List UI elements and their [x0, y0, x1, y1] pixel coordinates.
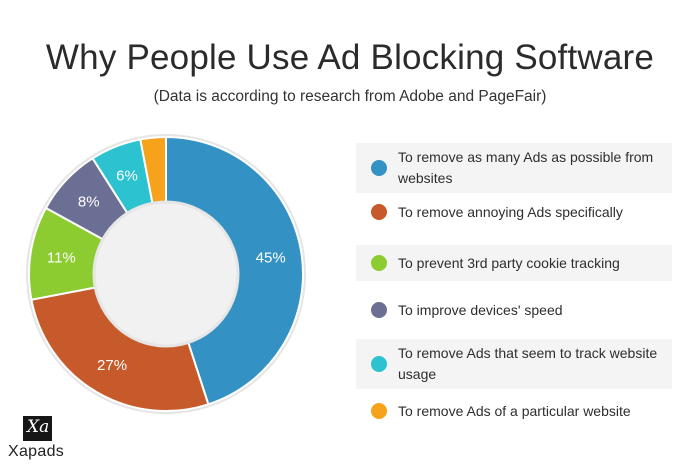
legend-label: To remove as many Ads as possible from w… [398, 149, 654, 186]
legend-item: To remove Ads of a particular website [356, 393, 672, 429]
donut-labels: 45% 27% 11% 8% 6% [47, 167, 286, 374]
legend-swatch [371, 255, 387, 271]
legend-swatch [371, 160, 387, 176]
xapads-logo: Xa Xapads [8, 414, 70, 462]
legend-item: To remove as many Ads as possible from w… [356, 143, 672, 193]
logo-text: Xapads [8, 443, 65, 460]
legend-item: To remove annoying Ads specifically [356, 193, 672, 231]
logo-mark-text: Xa [27, 417, 50, 437]
legend-swatch [371, 204, 387, 220]
slice-value-label: 45% [256, 249, 286, 266]
legend-label: To remove Ads that seem to track website… [398, 345, 658, 382]
legend-label: To prevent 3rd party cookie tracking [398, 254, 620, 271]
legend-item: To improve devices' speed [356, 291, 672, 329]
legend-item: To prevent 3rd party cookie tracking [356, 245, 672, 281]
slice-value-label: 6% [116, 167, 138, 184]
legend-label: To remove annoying Ads specifically [398, 203, 623, 220]
donut-center [92, 200, 240, 348]
donut-chart: 45% 27% 11% 8% 6% [26, 134, 306, 414]
legend-label: To improve devices' speed [398, 301, 563, 318]
slice-value-label: 11% [47, 249, 76, 266]
legend-swatch [371, 302, 387, 318]
logo-mark: Xa [23, 416, 52, 441]
legend-label: To remove Ads of a particular website [398, 402, 631, 419]
chart-title: Why People Use Ad Blocking Software [45, 38, 655, 77]
slice-value-label: 27% [97, 357, 127, 374]
slice-value-label: 8% [78, 193, 100, 210]
chart-legend: To remove as many Ads as possible from w… [356, 143, 672, 429]
legend-item: To remove Ads that seem to track website… [356, 339, 672, 389]
legend-swatch [371, 356, 387, 372]
legend-swatch [371, 403, 387, 419]
chart-subtitle: (Data is according to research from Adob… [153, 88, 547, 105]
